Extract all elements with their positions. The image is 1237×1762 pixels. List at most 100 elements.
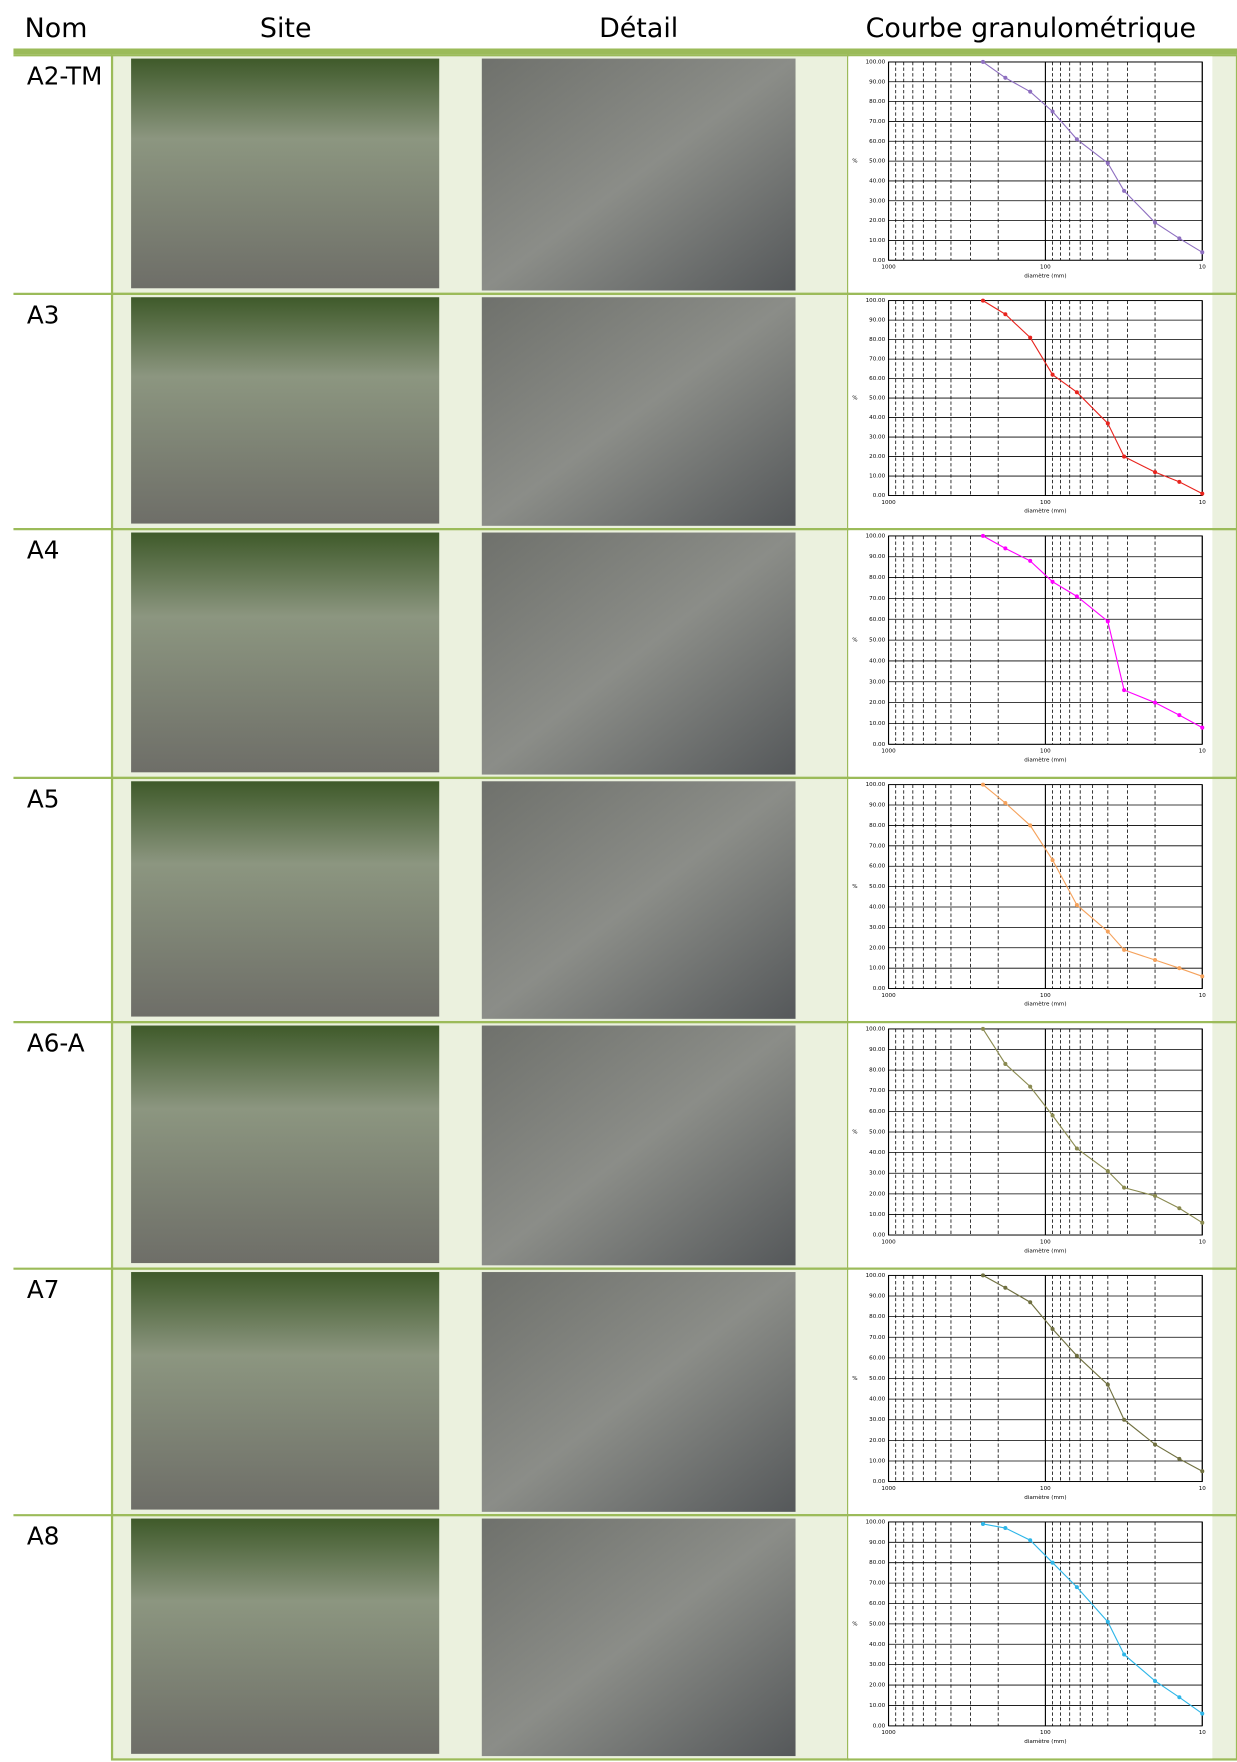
curve-point [1200, 250, 1204, 254]
x-axis-label: diamètre (mm) [1024, 756, 1066, 763]
y-tick-label: 50.00 [869, 1129, 885, 1135]
curve-point [1051, 109, 1055, 113]
curve-point [1003, 1062, 1007, 1066]
y-tick-label: 50.00 [869, 1376, 885, 1382]
curve-point [1051, 373, 1055, 377]
row-name: A4 [27, 536, 60, 565]
y-tick-label: 90.00 [869, 1294, 885, 1300]
y-tick-label: 20.00 [869, 218, 885, 224]
y-tick-label: 0.00 [873, 1479, 886, 1485]
curve-point [1177, 1695, 1181, 1699]
curve-point [1106, 619, 1110, 623]
y-tick-label: 60.00 [869, 1109, 885, 1115]
y-tick-label: 90.00 [869, 1047, 885, 1053]
curve-point [1028, 1085, 1032, 1089]
y-tick-label: 80.00 [869, 823, 885, 829]
y-tick-label: 100.00 [866, 59, 886, 65]
detail-photo [482, 1272, 796, 1512]
curve-point [1153, 1679, 1157, 1683]
curve-point [1153, 1442, 1157, 1446]
y-tick-label: 80.00 [869, 1560, 885, 1566]
x-tick-label: 100 [1040, 264, 1051, 270]
curve-point [1106, 421, 1110, 425]
x-tick-label: 10 [1199, 993, 1207, 999]
y-tick-label: 100.00 [866, 1519, 886, 1525]
header-rule [13, 48, 1237, 54]
x-axis-label: diamètre (mm) [1024, 508, 1066, 515]
page: {"header":{"nom":"Nom","site":"Site","de… [0, 0, 1237, 1762]
curve-point [1003, 546, 1007, 550]
y-tick-label: 0.00 [873, 1233, 886, 1239]
y-tick-label: 80.00 [869, 99, 885, 105]
y-tick-label: 10.00 [869, 474, 885, 480]
y-axis-label: % [852, 159, 857, 165]
y-tick-label: 70.00 [869, 1088, 885, 1094]
y-tick-label: 40.00 [869, 1397, 885, 1403]
curve-point [1051, 1113, 1055, 1117]
y-tick-label: 40.00 [869, 178, 885, 184]
curve-point [1122, 688, 1126, 692]
y-tick-label: 0.00 [873, 986, 886, 992]
x-tick-label: 100 [1040, 500, 1051, 506]
x-tick-label: 10 [1199, 1730, 1207, 1736]
y-tick-label: 70.00 [869, 1581, 885, 1587]
curve-point [1106, 1169, 1110, 1173]
curve-point [981, 1522, 985, 1526]
x-axis-label: diamètre (mm) [1024, 1247, 1066, 1254]
x-tick-label: 100 [1040, 1486, 1051, 1492]
curve-point [1051, 1561, 1055, 1565]
curve-point [1051, 1327, 1055, 1331]
y-axis-label: % [852, 884, 857, 890]
y-tick-label: 60.00 [869, 1601, 885, 1607]
curve-point [1075, 1146, 1079, 1150]
header-site: Site [260, 13, 312, 44]
curve-point [1003, 312, 1007, 316]
curve-point [1153, 1194, 1157, 1198]
curve-point [1075, 390, 1079, 394]
y-tick-label: 0.00 [873, 493, 886, 499]
row-name: A6-A [27, 1029, 85, 1058]
y-tick-label: 90.00 [869, 554, 885, 560]
y-axis-label: % [852, 638, 857, 644]
curve-point [1153, 221, 1157, 225]
curve-point [1177, 480, 1181, 484]
curve-point [1177, 236, 1181, 240]
y-tick-label: 10.00 [869, 721, 885, 727]
header-nom: Nom [25, 13, 88, 44]
y-tick-label: 30.00 [869, 435, 885, 441]
y-tick-label: 10.00 [869, 238, 885, 244]
y-tick-label: 50.00 [869, 159, 885, 165]
y-tick-label: 40.00 [869, 1150, 885, 1156]
row-name: A7 [27, 1275, 60, 1304]
y-tick-label: 90.00 [869, 1540, 885, 1546]
curve-point [1122, 1418, 1126, 1422]
curve-point [1153, 470, 1157, 474]
site-photo [131, 1272, 439, 1510]
curve-point [1075, 594, 1079, 598]
row-name: A8 [27, 1522, 60, 1551]
header-courbe: Courbe granulométrique [866, 13, 1196, 44]
curve-point [1122, 1186, 1126, 1190]
x-axis-label: diamètre (mm) [1024, 272, 1066, 279]
y-tick-label: 40.00 [869, 658, 885, 664]
x-tick-label: 1000 [881, 500, 896, 506]
y-tick-label: 90.00 [869, 803, 885, 809]
document: Nom Site Détail Courbe granulométrique A… [0, 0, 1237, 1762]
detail-photo [482, 1026, 796, 1266]
x-axis-label: diamètre (mm) [1024, 1001, 1066, 1008]
y-tick-label: 60.00 [869, 139, 885, 145]
site-photo [131, 533, 439, 773]
curve-point [1028, 1538, 1032, 1542]
row-name: A5 [27, 784, 60, 813]
y-tick-label: 90.00 [869, 318, 885, 324]
curve-point [1177, 713, 1181, 717]
chart-bg [848, 1270, 1212, 1514]
detail-photo [482, 1519, 796, 1757]
y-tick-label: 0.00 [873, 258, 886, 264]
curve-point [1028, 90, 1032, 94]
curve-point [1106, 1620, 1110, 1624]
y-tick-label: 10.00 [869, 1703, 885, 1709]
curve-point [1106, 161, 1110, 165]
curve-point [1003, 1286, 1007, 1290]
curve-point [1003, 1526, 1007, 1530]
